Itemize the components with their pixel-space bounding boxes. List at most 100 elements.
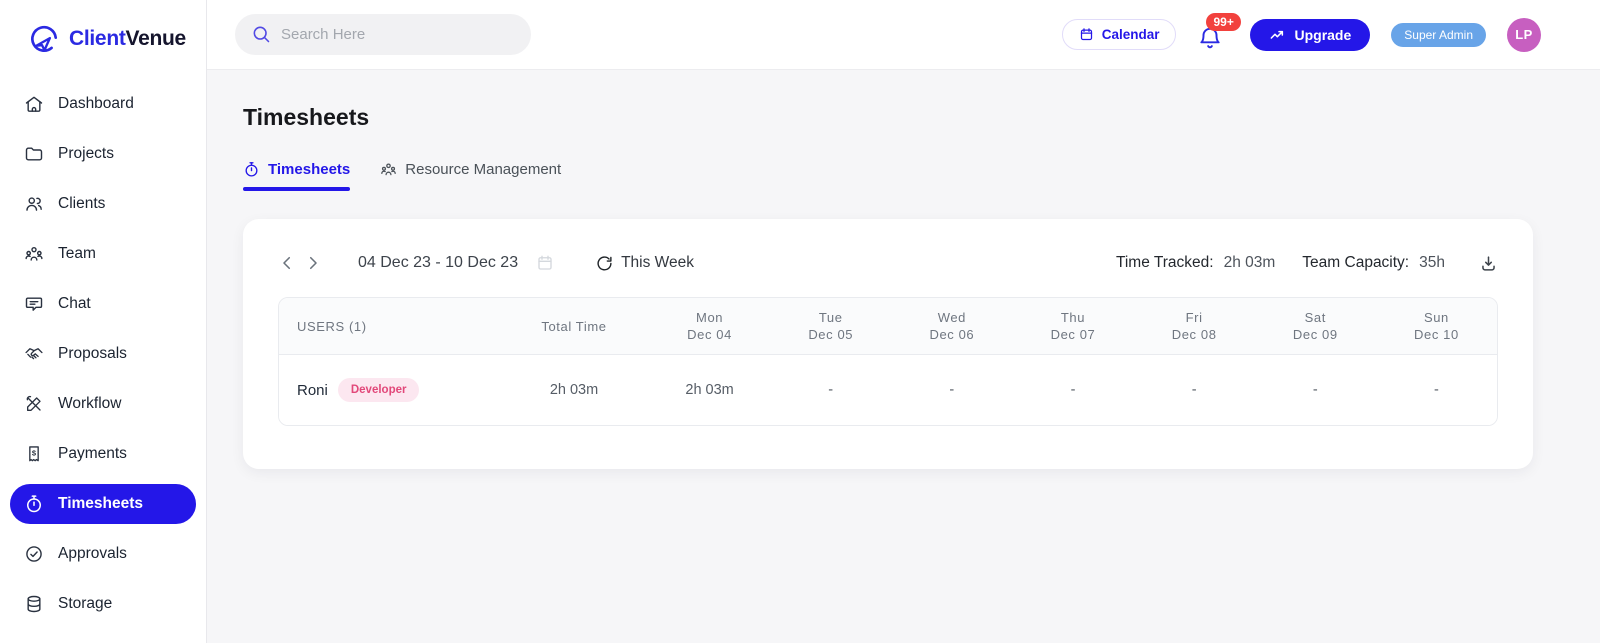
- day-column-header: Mon Dec 04: [687, 310, 732, 342]
- card-toolbar: 04 Dec 23 - 10 Dec 23 This Week Time Tra…: [278, 243, 1498, 283]
- day-column-header: Fri Dec 08: [1171, 310, 1217, 342]
- tab-label: Timesheets: [268, 161, 351, 178]
- day-cell: -: [1070, 382, 1076, 398]
- previous-week-button[interactable]: [278, 254, 296, 272]
- sidebar-item-timesheets[interactable]: Timesheets: [10, 484, 196, 524]
- topbar-actions: Calendar 99+ Upgrade Super Admin L: [1061, 12, 1541, 52]
- sidebar-item-label: Dashboard: [58, 95, 134, 112]
- this-week-label: This Week: [621, 254, 695, 271]
- next-week-button[interactable]: [304, 254, 322, 272]
- database-icon: [24, 594, 44, 614]
- sidebar-item-payments[interactable]: $ Payments: [10, 434, 196, 474]
- workflow-icon: [24, 394, 44, 414]
- main-column: Calendar 99+ Upgrade Super Admin L: [207, 0, 1600, 643]
- day-column-header: Sat Dec 09: [1292, 310, 1338, 342]
- svg-text:$: $: [32, 448, 37, 457]
- sidebar-item-label: Payments: [58, 445, 127, 462]
- sidebar-item-label: Team: [58, 245, 96, 262]
- notifications-bell[interactable]: 99+: [1197, 12, 1241, 50]
- toolbar-stats: Time Tracked: 2h 03m Team Capacity: 35h: [1116, 254, 1498, 273]
- sidebar-item-projects[interactable]: Projects: [10, 134, 196, 174]
- total-time-cell: 2h 03m: [549, 382, 599, 398]
- page-title: Timesheets: [243, 104, 370, 130]
- sidebar-item-storage[interactable]: Storage: [10, 584, 196, 624]
- sidebar-item-workflow[interactable]: Workflow: [10, 384, 196, 424]
- refresh-icon: [596, 255, 613, 272]
- home-icon: [24, 94, 44, 114]
- role-badge: Super Admin: [1391, 22, 1486, 47]
- table-row[interactable]: Roni Developer 2h 03m 2h 03m - - - - - -: [279, 355, 1497, 425]
- tab-label: Resource Management: [405, 161, 562, 178]
- content-area: Timesheets Timesheets: [207, 70, 1600, 643]
- check-circle-icon: [24, 544, 44, 564]
- sidebar: ClientVenue Dashboard Projects Clients: [0, 0, 207, 643]
- sidebar-item-proposals[interactable]: Proposals: [10, 334, 196, 374]
- date-range[interactable]: 04 Dec 23 - 10 Dec 23: [358, 254, 519, 271]
- team-icon: [24, 244, 44, 264]
- upgrade-button-label: Upgrade: [1294, 26, 1352, 43]
- sidebar-item-label: Timesheets: [58, 495, 144, 512]
- day-cell: -: [1312, 382, 1318, 398]
- stopwatch-icon: [243, 161, 260, 178]
- tab-resource-management[interactable]: Resource Management: [380, 161, 561, 191]
- users-column-header: USERS (1): [297, 318, 367, 334]
- folder-icon: [24, 144, 44, 164]
- search-bar: [235, 14, 531, 55]
- sidebar-item-label: Storage: [58, 595, 113, 612]
- sidebar-item-label: Projects: [58, 145, 114, 162]
- sidebar-item-chat[interactable]: Chat: [10, 284, 196, 324]
- calendar-button-label: Calendar: [1101, 27, 1160, 42]
- search-icon: [251, 24, 271, 44]
- sidebar-item-team[interactable]: Team: [10, 234, 196, 274]
- team-capacity-label: Team Capacity:: [1302, 254, 1410, 271]
- topbar: Calendar 99+ Upgrade Super Admin L: [207, 0, 1600, 70]
- day-cell: -: [828, 382, 834, 398]
- day-cell: -: [949, 382, 955, 398]
- brand-logo[interactable]: ClientVenue: [0, 0, 206, 70]
- avatar[interactable]: LP: [1507, 17, 1541, 52]
- sidebar-item-label: Clients: [58, 195, 106, 212]
- stopwatch-icon: [24, 494, 44, 514]
- this-week-button[interactable]: This Week: [596, 254, 694, 272]
- payments-icon: $: [24, 444, 44, 464]
- calendar-icon: [1079, 27, 1094, 42]
- day-column-header: Thu Dec 07: [1050, 310, 1096, 342]
- sidebar-item-label: Proposals: [58, 345, 127, 362]
- clients-icon: [24, 194, 44, 214]
- day-column-header: Sun Dec 10: [1414, 310, 1459, 342]
- sidebar-item-label: Workflow: [58, 395, 122, 412]
- time-tracked-value: 2h 03m: [1223, 254, 1276, 271]
- active-tab-underline: [243, 187, 351, 191]
- tab-bar: Timesheets Resource Management: [243, 161, 1600, 191]
- team-capacity-value: 35h: [1419, 254, 1445, 271]
- day-column-header: Wed Dec 06: [929, 310, 975, 342]
- sidebar-item-label: Chat: [58, 295, 91, 312]
- download-icon[interactable]: [1479, 254, 1498, 273]
- timesheet-card: 04 Dec 23 - 10 Dec 23 This Week Time Tra…: [243, 219, 1533, 469]
- team-icon: [380, 161, 397, 178]
- notification-count-badge: 99+: [1206, 12, 1241, 31]
- date-picker-calendar-icon[interactable]: [536, 254, 554, 272]
- paper-plane-logo-icon: [26, 21, 62, 57]
- brand-name: ClientVenue: [69, 27, 186, 50]
- calendar-button[interactable]: Calendar: [1061, 19, 1177, 50]
- sidebar-item-approvals[interactable]: Approvals: [10, 534, 196, 574]
- search-input[interactable]: [235, 14, 531, 55]
- chat-icon: [24, 294, 44, 314]
- day-cell: -: [1433, 382, 1439, 398]
- day-column-header: Tue Dec 05: [808, 310, 854, 342]
- tab-timesheets[interactable]: Timesheets: [243, 161, 351, 191]
- total-time-column-header: Total Time: [541, 318, 607, 334]
- sidebar-item-clients[interactable]: Clients: [10, 184, 196, 224]
- table-header-row: USERS (1) Total Time Mon Dec 04 Tue Dec 05…: [279, 298, 1497, 355]
- user-role-badge: Developer: [337, 378, 420, 402]
- avatar-initials: LP: [1515, 27, 1533, 42]
- handshake-icon: [24, 344, 44, 364]
- trending-up-icon: [1269, 27, 1285, 43]
- time-tracked-label: Time Tracked:: [1115, 254, 1214, 271]
- upgrade-button[interactable]: Upgrade: [1250, 18, 1371, 51]
- user-name: Roni: [297, 381, 328, 399]
- sidebar-nav: Dashboard Projects Clients Team: [0, 70, 206, 624]
- sidebar-item-dashboard[interactable]: Dashboard: [10, 84, 196, 124]
